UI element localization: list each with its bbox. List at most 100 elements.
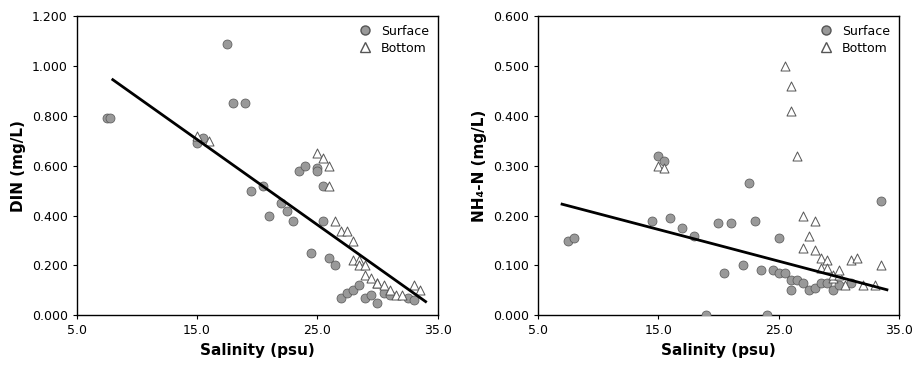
Point [645, 218, 660, 224]
Point [103, 115, 117, 121]
Point [789, 153, 804, 159]
Point [741, 180, 756, 186]
Point [832, 282, 846, 288]
Point [346, 238, 360, 244]
Point [364, 275, 379, 281]
Point [748, 218, 762, 224]
Point [844, 280, 858, 286]
Point [310, 168, 324, 174]
Point [784, 287, 798, 293]
Point [808, 248, 822, 254]
Point [395, 292, 409, 298]
Point [292, 168, 307, 174]
Point [352, 282, 367, 288]
Point [340, 228, 355, 234]
Point [328, 218, 343, 224]
Point [753, 268, 768, 273]
Point [189, 133, 204, 139]
Point [364, 292, 379, 298]
Point [334, 295, 348, 301]
Point [359, 262, 373, 268]
Point [650, 163, 665, 169]
Point [784, 277, 798, 283]
Point [825, 275, 840, 281]
Point [820, 265, 834, 271]
Point [310, 165, 324, 171]
Point [657, 165, 672, 171]
Point [837, 282, 852, 288]
Point [723, 220, 738, 226]
Point [832, 272, 846, 278]
Point [298, 163, 312, 169]
Point [820, 258, 834, 263]
Point [808, 218, 822, 224]
Point [772, 235, 786, 241]
Point [400, 295, 415, 301]
Point [359, 295, 373, 301]
Point [813, 280, 828, 286]
Point [359, 272, 373, 278]
Point [274, 200, 288, 206]
Point [376, 282, 391, 288]
Point [383, 292, 397, 298]
Point [286, 218, 300, 224]
Point [201, 138, 216, 144]
Point [316, 218, 331, 224]
Point [796, 213, 810, 218]
Point [765, 268, 780, 273]
Point [820, 280, 834, 286]
Point [316, 183, 331, 189]
Point [196, 135, 211, 141]
Point [407, 282, 421, 288]
X-axis label: Salinity (psu): Salinity (psu) [661, 343, 776, 358]
Point [322, 183, 336, 189]
Point [412, 287, 427, 293]
Point [699, 312, 714, 318]
Point [777, 63, 792, 69]
Point [334, 228, 348, 234]
Point [561, 238, 576, 244]
Y-axis label: DIN (mg/L): DIN (mg/L) [11, 120, 26, 212]
Point [844, 258, 858, 263]
Point [784, 83, 798, 89]
Point [801, 287, 816, 293]
Point [244, 188, 259, 194]
Point [388, 292, 403, 298]
Point [711, 220, 726, 226]
Point [777, 270, 792, 276]
Point [383, 287, 397, 293]
Point [376, 290, 391, 296]
Point [657, 158, 672, 164]
Point [873, 198, 888, 204]
Point [663, 215, 677, 221]
Point [220, 41, 235, 46]
Point [407, 297, 421, 303]
Point [784, 108, 798, 114]
Point [371, 280, 385, 286]
Point [796, 280, 810, 286]
Point [825, 287, 840, 293]
Point [675, 225, 690, 231]
Point [322, 255, 336, 261]
Point [796, 245, 810, 251]
Point [772, 270, 786, 276]
Point [813, 255, 828, 261]
Point [371, 280, 385, 286]
Point [371, 300, 385, 306]
Point [856, 282, 870, 288]
Point [650, 153, 665, 159]
Point [256, 183, 271, 189]
Point [322, 163, 336, 169]
Point [801, 232, 816, 238]
Point [316, 155, 331, 161]
Point [687, 232, 702, 238]
Point [760, 312, 774, 318]
Point [566, 235, 581, 241]
Point [280, 208, 295, 214]
Point [100, 115, 115, 121]
Point [789, 277, 804, 283]
Point [873, 262, 888, 268]
Point [328, 262, 343, 268]
Point [717, 270, 732, 276]
Point [352, 262, 367, 268]
